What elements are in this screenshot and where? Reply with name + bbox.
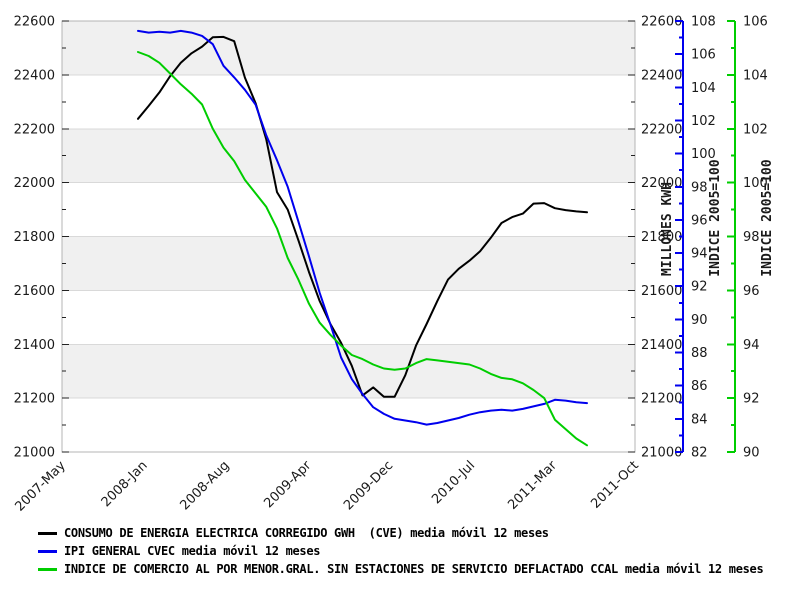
chart-plot-area: 21000 21000 21200 21200 21400 21400 21600 21600… [13, 15, 768, 515]
ipi-tick-label: 106 [691, 48, 716, 63]
legend-line-sample-comercio [38, 567, 57, 571]
ipi-tick-label: 100 [691, 147, 716, 162]
y-axis-tick-label-right: 21400 [641, 338, 682, 353]
legend-item-ipi: IPI GENERAL CVEC media móvil 12 meses [38, 544, 321, 558]
x-axis-tick-label: 2008-Jan [99, 458, 151, 510]
plot-band [62, 236, 635, 291]
comercio-tick-label: 96 [743, 284, 760, 299]
x-axis-tick-label: 2011-Mar [505, 458, 560, 513]
y-axis-title-indice-ipi: INDICE 2005=100 [708, 159, 723, 277]
legend-line-sample-ipi [38, 549, 57, 553]
y-axis-tick-label-left: 21200 [14, 392, 55, 407]
y-axis-tick-label-right: 21600 [641, 284, 682, 299]
y-axis-tick-label-right: 22600 [641, 15, 682, 30]
x-axis-tick-label: 2009-Dec [341, 458, 396, 513]
ipi-tick-label: 98 [691, 180, 708, 195]
y-axis-tick-label-left: 22600 [14, 15, 55, 30]
series-line-1 [137, 29, 588, 426]
x-axis-tick-label: 2010-Jul [429, 458, 478, 507]
ipi-tick-label: 94 [691, 247, 708, 262]
comercio-tick-label: 98 [743, 230, 760, 245]
y-axis-title-indice-comercio: INDICE 2005=100 [760, 159, 775, 277]
ipi-tick-label: 92 [691, 280, 708, 295]
ipi-tick-label: 96 [691, 213, 708, 228]
x-axis-tick-label: 2009-Apr [261, 458, 314, 511]
legend-label-ipi: IPI GENERAL CVEC media móvil 12 meses [64, 544, 321, 558]
x-axis-tick-label: 2008-Aug [177, 458, 232, 513]
comercio-tick-label: 90 [743, 446, 760, 461]
ipi-tick-label: 90 [691, 313, 708, 328]
ipi-tick-label: 82 [691, 446, 708, 461]
plot-band [62, 21, 635, 75]
y-axis-tick-label-left: 21800 [14, 230, 55, 245]
ipi-tick-label: 104 [691, 81, 716, 96]
ipi-tick-label: 108 [691, 15, 716, 30]
y-axis-tick-label-right: 21000 [641, 446, 682, 461]
comercio-tick-label: 100 [743, 176, 768, 191]
ipi-tick-label: 84 [691, 412, 708, 427]
ipi-tick-label: 88 [691, 346, 708, 361]
x-axis-tick-label: 2011-Oct [588, 458, 641, 511]
y-axis-tick-label-left: 21400 [14, 338, 55, 353]
y-axis-title-millones-kwh: MILLONES KWH [660, 182, 675, 276]
x-axis-tick-label: 2007-May [13, 458, 70, 515]
comercio-tick-label: 104 [743, 68, 768, 83]
series-line-2 [137, 51, 588, 447]
series-line-0 [137, 35, 588, 398]
ipi-tick-label: 102 [691, 114, 716, 129]
legend-label-comercio: INDICE DE COMERCIO AL POR MENOR.GRAL. SI… [64, 562, 764, 576]
comercio-tick-label: 102 [743, 122, 768, 137]
ipi-tick-label: 86 [691, 379, 708, 394]
y-axis-tick-label-right: 22000 [641, 176, 682, 191]
y-axis-tick-label-left: 21600 [14, 284, 55, 299]
legend-item-consumo: CONSUMO DE ENERGIA ELECTRICA CORREGIDO G… [38, 526, 549, 540]
plot-band [62, 128, 635, 183]
y-axis-tick-label-right: 22200 [641, 122, 682, 137]
y-axis-tick-label-right: 22400 [641, 68, 682, 83]
comercio-tick-label: 94 [743, 338, 760, 353]
y-axis-tick-label-right: 21200 [641, 392, 682, 407]
y-axis-tick-label-left: 22000 [14, 176, 55, 191]
legend-line-sample-consumo [38, 531, 57, 535]
legend-item-comercio: INDICE DE COMERCIO AL POR MENOR.GRAL. SI… [38, 562, 764, 576]
legend-label-consumo: CONSUMO DE ENERGIA ELECTRICA CORREGIDO G… [64, 526, 549, 540]
y-axis-tick-label-left: 22200 [14, 122, 55, 137]
y-axis-tick-label-left: 21000 [14, 446, 55, 461]
comercio-tick-label: 92 [743, 392, 760, 407]
y-axis-tick-label-right: 21800 [641, 230, 682, 245]
comercio-tick-label: 106 [743, 15, 768, 30]
y-axis-tick-label-left: 22400 [14, 68, 55, 83]
